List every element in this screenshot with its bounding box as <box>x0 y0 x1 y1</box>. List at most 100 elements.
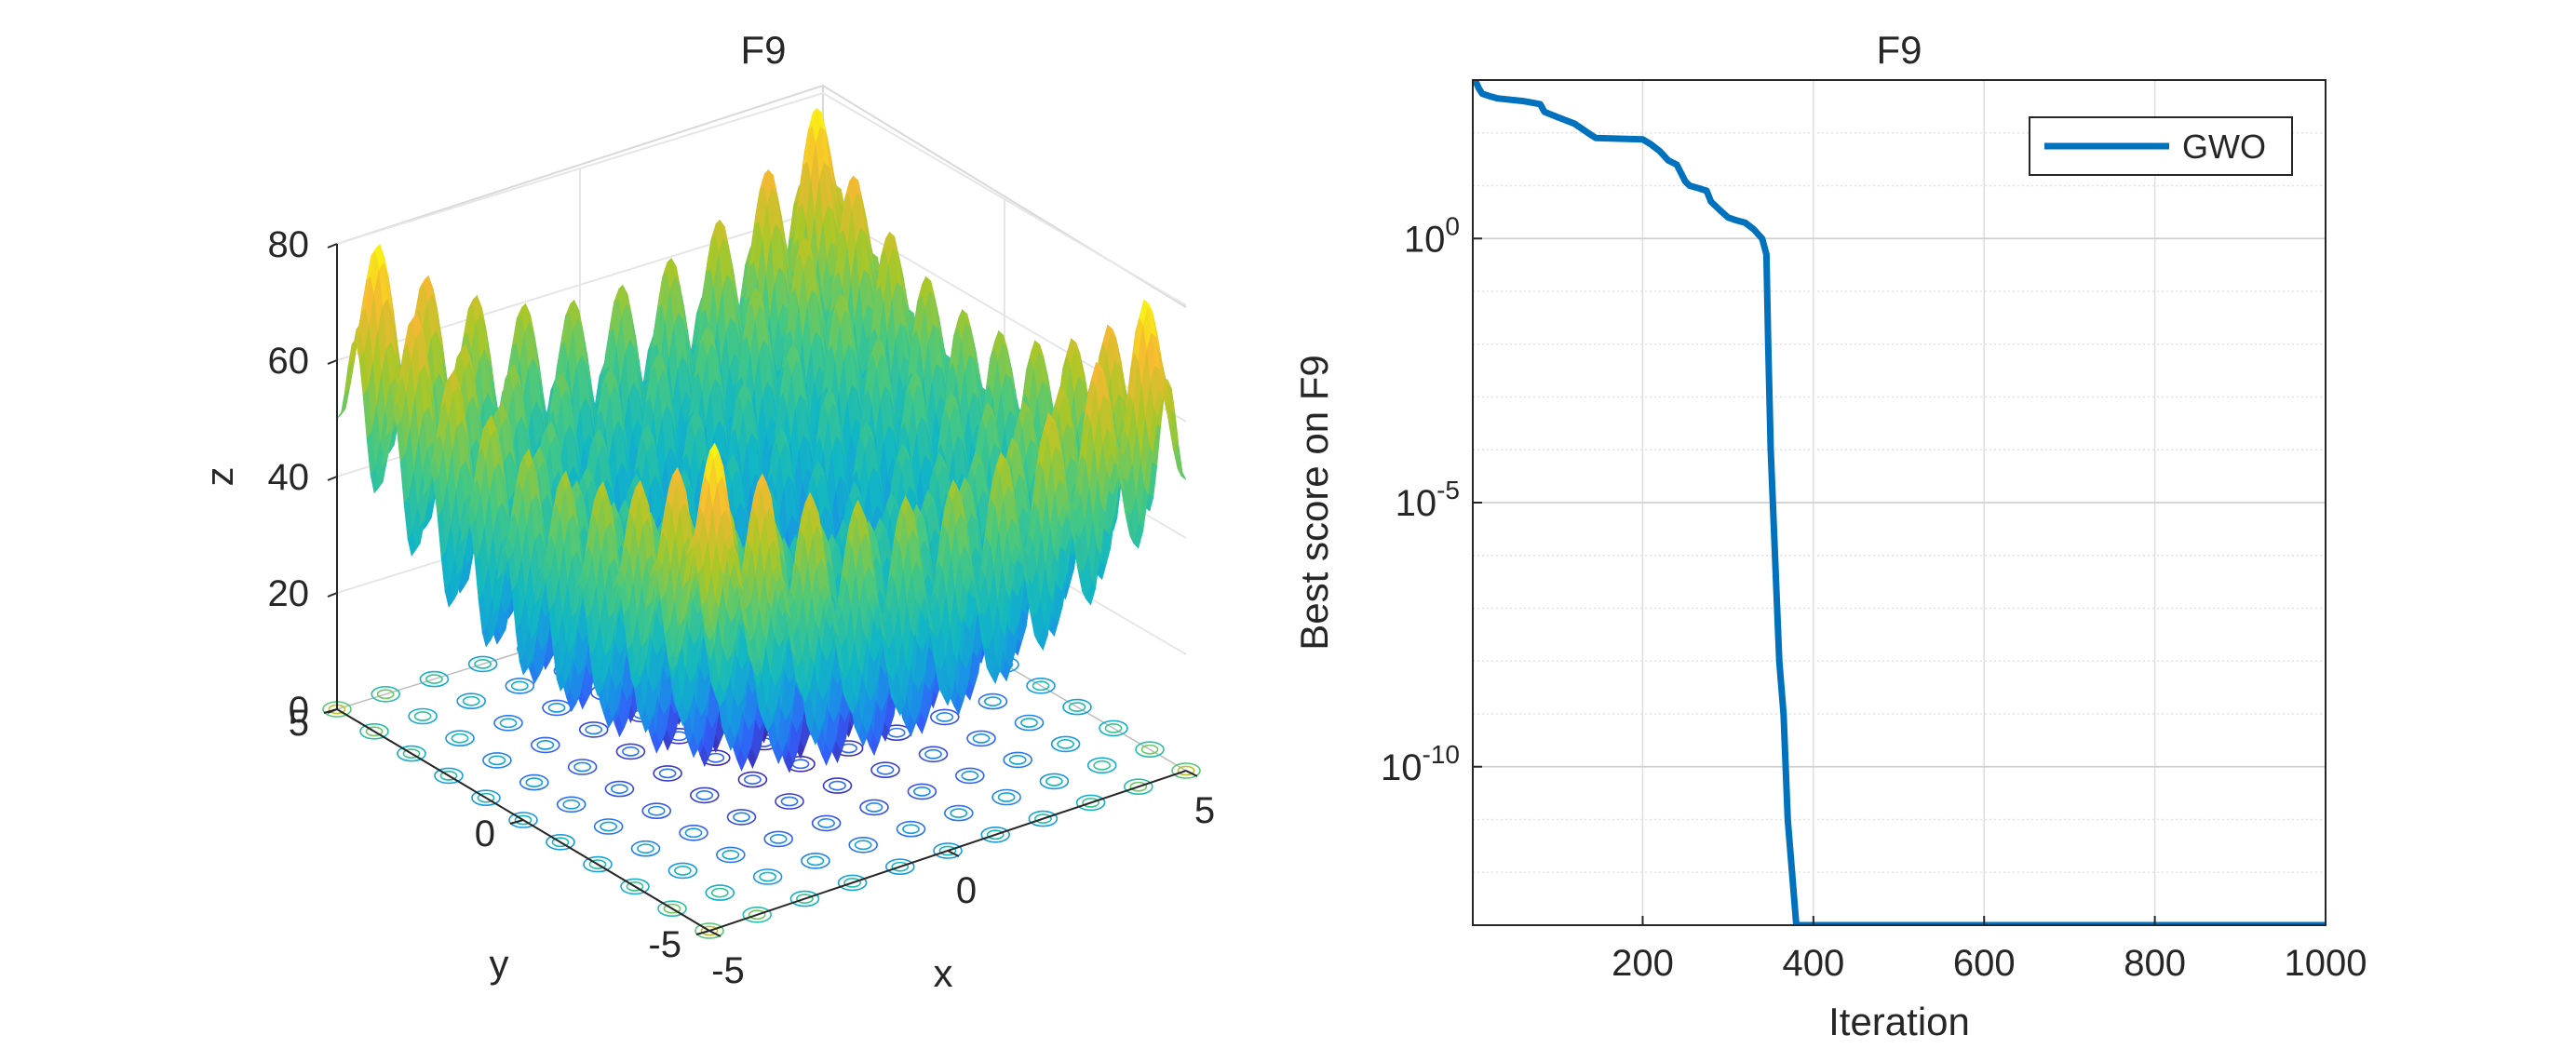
contour-ring <box>439 771 458 781</box>
contour-ring <box>514 814 533 826</box>
contour-ring <box>371 685 401 703</box>
contour-ring <box>482 752 512 769</box>
contour-ring <box>611 784 628 794</box>
contour-ring <box>488 755 506 766</box>
contour-ring <box>811 814 842 832</box>
contour-ring <box>530 736 560 754</box>
contour-ring <box>991 788 1021 806</box>
contour-ring <box>402 748 421 759</box>
contour-ring <box>865 802 883 813</box>
contour-ring <box>647 805 666 816</box>
contour-ring <box>1082 798 1099 808</box>
contour-ring <box>742 906 773 923</box>
contour-ring <box>822 777 853 794</box>
contour-ring <box>972 733 991 744</box>
contour-ring <box>775 793 804 810</box>
contour-ring <box>700 925 719 936</box>
surface-mesh <box>336 107 1187 773</box>
contour-ring <box>817 818 835 828</box>
contour-ring <box>829 780 846 791</box>
contour-ring <box>966 730 996 747</box>
contour-ring <box>780 796 799 807</box>
contour-ring <box>984 696 1002 706</box>
contour-ring <box>588 859 607 869</box>
contour-ring <box>551 837 570 848</box>
contour-ring <box>896 820 926 838</box>
contour-ring <box>456 692 487 710</box>
contour-ring <box>902 824 920 835</box>
contour-ring <box>593 818 624 835</box>
contour-ring <box>884 858 915 876</box>
contour-ring <box>924 748 942 760</box>
contour-ring <box>859 799 889 816</box>
contour-ring <box>1003 751 1032 769</box>
contour-ring <box>1129 781 1148 792</box>
contour-ring <box>668 862 698 880</box>
contour-ring <box>556 796 587 813</box>
contour-ring <box>1099 719 1128 737</box>
contour-ring <box>1124 778 1153 796</box>
contour-ring <box>748 909 766 921</box>
contour-ring <box>663 903 681 914</box>
contour-ring <box>733 812 750 823</box>
contour-ring <box>961 771 979 781</box>
contour-ring <box>519 773 549 791</box>
contour-ring <box>622 746 640 757</box>
contour-ring <box>462 695 480 706</box>
contour-ring <box>1028 810 1059 827</box>
contour-ring <box>796 894 814 904</box>
contour-ring <box>891 861 910 872</box>
contour-ring <box>938 845 957 856</box>
contour-ring <box>684 827 703 839</box>
contour-ring <box>1062 698 1092 716</box>
contour-ring <box>451 733 469 744</box>
contour-ring <box>585 724 603 735</box>
contour-ring <box>726 809 757 826</box>
contour-ring <box>499 718 518 729</box>
contour-ring <box>997 792 1016 802</box>
contour-ring <box>1020 718 1038 728</box>
contour-ring <box>1014 714 1045 732</box>
contour-ring <box>854 840 872 851</box>
contour-ring <box>445 730 475 747</box>
contour-ring <box>1050 735 1081 753</box>
contour-ring <box>525 777 544 787</box>
contour-ring <box>536 740 555 750</box>
contour-ring <box>413 711 432 721</box>
contour-ring <box>1039 773 1070 790</box>
contour-ring <box>578 721 609 738</box>
contour-ring <box>737 771 768 788</box>
contour-ring <box>710 887 729 898</box>
contour-ring <box>978 692 1008 710</box>
contour-ring <box>887 727 906 738</box>
contour-ring <box>425 674 443 684</box>
contour-ring <box>950 808 968 818</box>
contour-ring <box>907 783 937 800</box>
contour-ring <box>955 767 985 785</box>
contour-ring <box>759 871 776 882</box>
surface-title: F9 <box>740 28 786 72</box>
contour-ring <box>657 900 687 918</box>
contour-ring <box>918 746 949 763</box>
contour-ring <box>658 768 677 779</box>
contour-ring <box>626 881 644 892</box>
contour-ring <box>615 743 646 760</box>
contour-ring <box>1177 765 1195 776</box>
contour-ring <box>715 846 746 864</box>
contour-ring <box>562 799 581 810</box>
contour-ring <box>510 680 529 692</box>
contour-ring <box>600 821 617 832</box>
contour-ring <box>679 824 708 841</box>
contour-ring <box>359 722 389 740</box>
contour-ring <box>806 855 825 867</box>
z-gridline <box>336 91 1187 306</box>
contour-ring <box>397 745 426 762</box>
contour-ring <box>1104 723 1123 733</box>
contour-ring <box>876 764 895 775</box>
contour-ring <box>573 761 591 773</box>
contour-ring <box>913 786 931 797</box>
contour-ring <box>376 689 395 700</box>
contour-ring <box>980 826 1010 843</box>
